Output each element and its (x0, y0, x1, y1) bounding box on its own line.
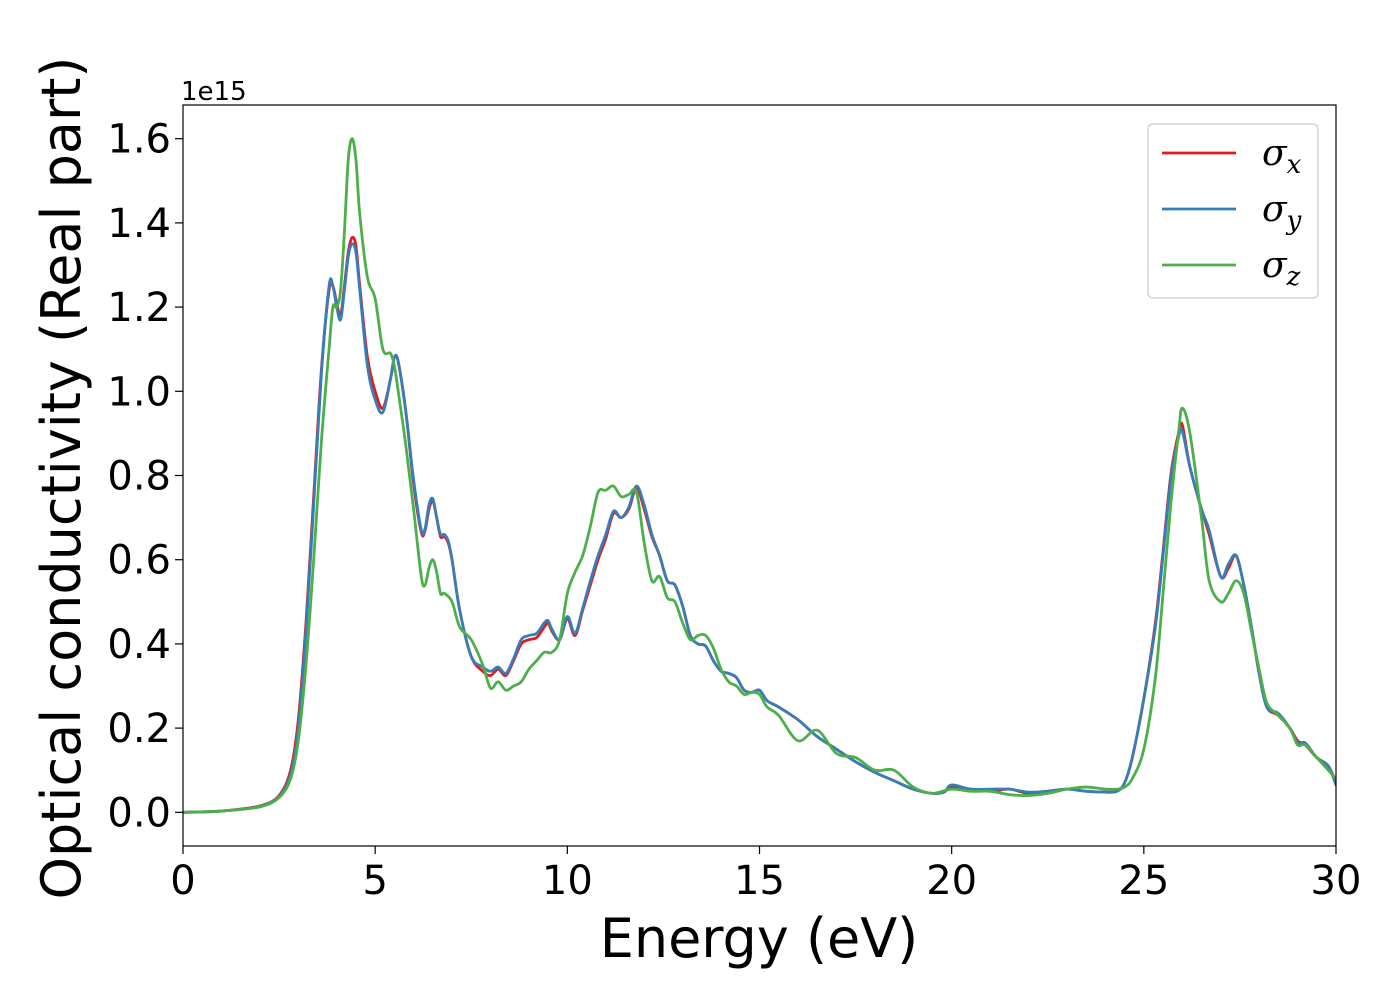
y-tick-label: 1.2 (107, 285, 171, 331)
y-tick-label: 0.0 (107, 790, 171, 836)
y-axis-label: Optical conductivity (Real part) (30, 57, 93, 900)
legend-frame (1147, 123, 1319, 299)
x-tick-label: 25 (1118, 858, 1169, 904)
series-line-z (183, 137, 1336, 814)
series-line-y (183, 242, 1336, 814)
x-tick-label: 15 (734, 858, 785, 904)
x-axis-label: Energy (eV) (600, 907, 919, 970)
y-tick-label: 1.6 (107, 117, 171, 163)
y-tick-label: 0.8 (107, 454, 171, 500)
x-tick-label: 10 (542, 858, 593, 904)
y-axis: 0.0 0.2 0.4 0.6 0.8 1.0 1.2 1.4 1.6 (107, 117, 183, 836)
y-tick-label: 1.4 (107, 201, 171, 247)
x-axis: 0 5 10 15 20 25 30 (170, 846, 1361, 904)
x-tick-label: 20 (926, 858, 977, 904)
x-tick-label: 30 (1311, 858, 1362, 904)
x-tick-label: 5 (362, 858, 387, 904)
y-tick-label: 0.6 (107, 538, 171, 584)
x-tick-label: 0 (170, 858, 195, 904)
series-line-x (183, 235, 1336, 814)
y-tick-label: 0.2 (107, 706, 171, 752)
y-offset-label: 1e15 (181, 77, 247, 107)
y-tick-label: 0.4 (107, 622, 171, 668)
series-layer (183, 137, 1336, 814)
y-tick-label: 1.0 (107, 369, 171, 415)
